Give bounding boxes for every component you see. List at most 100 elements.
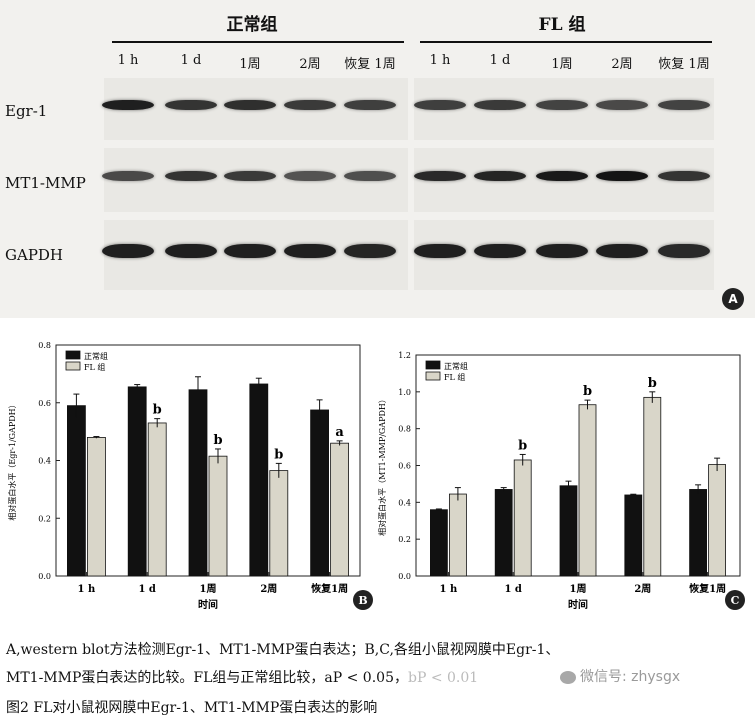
blot-band bbox=[102, 244, 154, 258]
panel-letter-circle bbox=[353, 590, 373, 610]
blot-band bbox=[344, 100, 396, 110]
blot-band bbox=[596, 244, 648, 258]
x-tick-label: 2周 bbox=[260, 583, 277, 595]
y-tick-label: 0.4 bbox=[38, 457, 51, 466]
significance-label: b bbox=[583, 384, 592, 399]
lane-label: 1周 bbox=[551, 57, 573, 72]
bar bbox=[67, 405, 86, 577]
x-tick-label: 1周 bbox=[570, 583, 587, 595]
blot-band bbox=[224, 100, 276, 110]
blot-band bbox=[284, 100, 336, 110]
significance-label: b bbox=[153, 403, 162, 418]
caption-line-2-text: MT1-MMP蛋白表达的比较。FL组与正常组比较，aP < 0.05， bbox=[6, 670, 408, 686]
y-tick-label: 0.6 bbox=[38, 399, 51, 408]
blot-band bbox=[344, 171, 396, 181]
bar bbox=[249, 383, 269, 577]
x-axis-title: 时间 bbox=[568, 598, 588, 611]
panel-letter-circle bbox=[725, 590, 745, 610]
chart-c: 0.0 0.2 0.4 0.6 0.8 1.0 1.2 1 h 1 d b 1周 b 2周 b 恢复1周 正常… bbox=[377, 340, 755, 615]
wechat-icon bbox=[560, 670, 576, 684]
x-tick-label: 1 h bbox=[78, 584, 96, 595]
y-tick-label: 0.2 bbox=[398, 535, 411, 544]
chart-c-svg: 0.0 0.2 0.4 0.6 0.8 1.0 1.2 1 h 1 d b 1周 b 2周 b 恢复1周 正常… bbox=[377, 351, 745, 611]
blot-band bbox=[344, 244, 396, 258]
group-line-normal bbox=[112, 41, 404, 43]
blot-band bbox=[414, 244, 466, 258]
blot-band bbox=[414, 171, 466, 181]
bar bbox=[208, 455, 228, 577]
legend-label: 正常组 bbox=[84, 351, 108, 361]
bar bbox=[87, 437, 106, 577]
legend-swatch bbox=[425, 360, 441, 370]
y-tick-label: 0.0 bbox=[398, 572, 411, 581]
bar bbox=[513, 459, 532, 577]
blot-band bbox=[165, 244, 217, 258]
y-tick-label: 0.8 bbox=[38, 341, 51, 350]
blot-band bbox=[165, 100, 217, 110]
bar bbox=[310, 409, 330, 577]
blot-band bbox=[474, 171, 526, 181]
blot-band bbox=[658, 244, 710, 258]
y-tick-label: 1.2 bbox=[398, 351, 411, 360]
bar bbox=[449, 493, 467, 577]
caption-line-1: A,western blot方法检测Egr-1、MT1-MMP蛋白表达；B,C,… bbox=[6, 642, 560, 658]
blot-band bbox=[536, 244, 588, 258]
blot-band bbox=[474, 100, 526, 110]
chart-b: 0.0 0.2 0.4 0.6 0.8 1 h 1 d b 1周 b 2周 b 恢复1周 a 正常组 FL 组… bbox=[0, 330, 378, 615]
x-tick-label: 2周 bbox=[634, 583, 651, 595]
bar bbox=[624, 494, 643, 577]
significance-label: a bbox=[335, 425, 344, 440]
panel-letter: C bbox=[731, 594, 740, 607]
x-tick-label: 恢复1周 bbox=[311, 582, 348, 595]
lane-label: 恢复 1周 bbox=[344, 57, 396, 72]
blot-band bbox=[165, 171, 217, 181]
bar bbox=[689, 489, 708, 577]
caption-line-2-tail: bP < 0.01 bbox=[407, 670, 479, 686]
bar bbox=[643, 396, 662, 577]
x-tick-label: 1 d bbox=[138, 584, 155, 595]
bar bbox=[578, 404, 597, 577]
row-label-egr1: Egr-1 bbox=[5, 102, 48, 120]
y-tick-label: 0.2 bbox=[38, 514, 51, 523]
y-axis-title: 相对蛋白水平（MT1-MMP/GAPDH） bbox=[378, 395, 387, 536]
y-tick-label: 0.4 bbox=[398, 498, 411, 507]
x-tick-label: 1 h bbox=[440, 584, 458, 595]
bar bbox=[430, 509, 448, 577]
blot-band bbox=[658, 100, 710, 110]
blot-band bbox=[224, 171, 276, 181]
y-tick-label: 0.8 bbox=[398, 425, 411, 434]
lane-label: 2周 bbox=[299, 57, 321, 72]
y-tick-label: 0.6 bbox=[398, 462, 411, 471]
row-label-gapdh: GAPDH bbox=[5, 246, 64, 264]
figure-title: 图2 FL对小鼠视网膜中Egr-1、MT1-MMP蛋白表达的影响 bbox=[6, 700, 378, 716]
lane-label: 1 h bbox=[117, 53, 139, 68]
x-axis-title: 时间 bbox=[198, 598, 218, 611]
blot-band bbox=[536, 171, 588, 181]
y-tick-label: 0.0 bbox=[38, 572, 51, 581]
significance-label: b bbox=[648, 376, 657, 391]
lane-label: 1周 bbox=[239, 57, 261, 72]
bar bbox=[708, 464, 727, 577]
bar bbox=[147, 422, 167, 577]
bar bbox=[559, 485, 578, 577]
blot-band bbox=[474, 244, 526, 258]
bar bbox=[269, 470, 289, 577]
blot-band bbox=[536, 100, 588, 110]
significance-label: b bbox=[213, 433, 222, 448]
y-axis-title: 相对蛋白水平（Egr-1/GAPDH） bbox=[7, 400, 17, 520]
bar bbox=[127, 386, 147, 577]
lane-label: 1 h bbox=[429, 53, 451, 68]
bar bbox=[188, 389, 208, 577]
lane-label: 1 d bbox=[180, 53, 202, 68]
group-line-fl bbox=[420, 41, 712, 43]
x-tick-label: 1周 bbox=[200, 583, 217, 595]
caption-line-2: MT1-MMP蛋白表达的比较。FL组与正常组比较，aP < 0.05，bP < … bbox=[6, 668, 478, 688]
blot-band bbox=[224, 244, 276, 258]
x-tick-label: 1 d bbox=[504, 584, 521, 595]
legend-swatch bbox=[65, 361, 81, 371]
legend-label: 正常组 bbox=[444, 361, 468, 371]
panel-letter-a: A bbox=[722, 288, 744, 310]
panel-letter: B bbox=[358, 594, 367, 607]
